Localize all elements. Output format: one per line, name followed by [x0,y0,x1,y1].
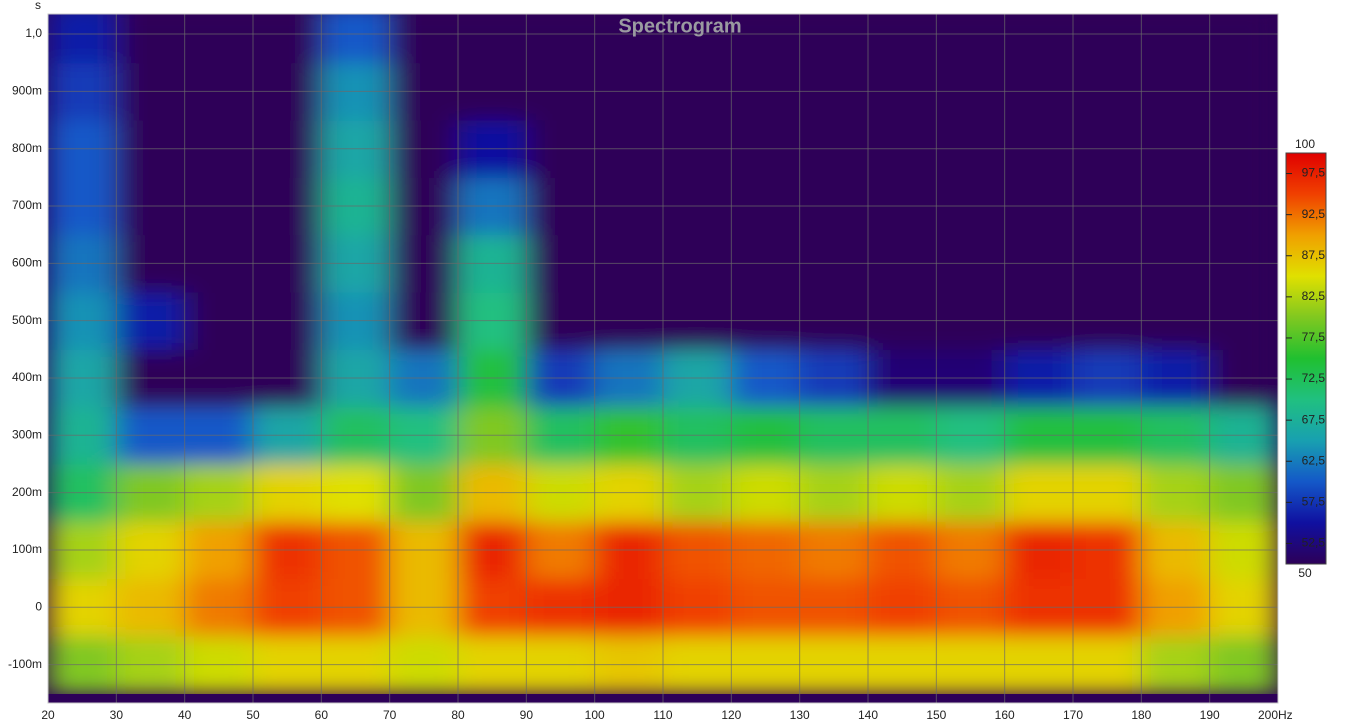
x-tick-label: 140 [858,708,878,722]
colorbar-tick-label: 82,5 [1302,289,1326,303]
colorbar-tick-label: 52,5 [1302,536,1326,550]
x-tick-label: 50 [246,708,260,722]
colorbar-tick-label: 92,5 [1302,207,1326,221]
heatmap-cell [663,14,732,64]
x-tick-label: 110 [653,708,672,722]
x-tick-label: 60 [315,708,329,722]
chart-title: Spectrogram [618,15,741,37]
y-tick-label: 900m [12,84,42,98]
heatmap-cell [868,14,937,64]
x-tick-label: 160 [995,708,1015,722]
colorbar [1285,152,1327,565]
x-tick-label: 170 [1063,708,1083,722]
x-tick-label: 90 [520,708,534,722]
y-axis-unit: s [35,0,41,12]
colorbar-tick-label: 72,5 [1302,371,1326,385]
heatmap-cell [936,14,1006,64]
grid [47,14,1279,703]
x-tick-label: 190 [1200,708,1220,722]
x-tick-label: 40 [178,708,192,722]
heatmap-cell [48,14,117,64]
y-tick-label: 1,0 [25,26,42,40]
heatmap-cell [1209,14,1278,64]
colorbar-tick-label: 87,5 [1302,248,1326,262]
heatmap-cell [1004,14,1074,64]
y-tick-label: -100m [8,657,42,671]
x-tick-label: 180 [1131,708,1151,722]
colorbar-tick-label: 77,5 [1302,330,1326,344]
x-tick-label: 30 [110,708,124,722]
heatmap-cell [1073,14,1142,64]
colorbar-tick-label: 62,5 [1302,453,1326,467]
x-tick-label: 150 [926,708,946,722]
y-tick-label: 600m [12,256,42,270]
x-tick-label: 20 [41,708,55,722]
colorbar-end-label: 100 [1295,137,1315,151]
heatmap-cell [458,14,527,64]
heatmap-cell [799,14,869,64]
x-axis-unit: Hz [1278,708,1293,722]
y-tick-label: 400m [12,370,42,384]
y-tick-label: 700m [12,198,42,212]
colorbar-tick-label: 57,5 [1302,495,1326,509]
heatmap-cell [389,14,459,64]
heatmap-cell [253,14,322,64]
x-tick-label: 130 [790,708,810,722]
heatmap-cell [1141,14,1211,64]
colorbar-end-label: 50 [1298,566,1312,580]
x-tick-label: 100 [585,708,605,722]
heatmap-cell [731,14,801,64]
heatmap-cell [526,14,596,64]
heatmap-cell [321,14,391,64]
heatmap-cell [116,14,186,64]
y-tick-label: 500m [12,313,42,327]
y-tick-label: 300m [12,427,42,441]
x-tick-label: 80 [451,708,465,722]
colorbar-tick-label: 67,5 [1302,412,1326,426]
heatmap-cell [594,14,664,64]
y-tick-label: 800m [12,141,42,155]
y-tick-label: 100m [12,542,42,556]
plot-frame [47,13,1279,704]
heatmap-cell [184,14,254,64]
y-tick-label: 200m [12,485,42,499]
colorbar-tick-label: 97,5 [1302,166,1326,180]
x-tick-label: 70 [383,708,397,722]
x-tick-label: 200 [1258,708,1278,722]
y-tick-label: 0 [35,599,42,613]
x-tick-label: 120 [721,708,741,722]
